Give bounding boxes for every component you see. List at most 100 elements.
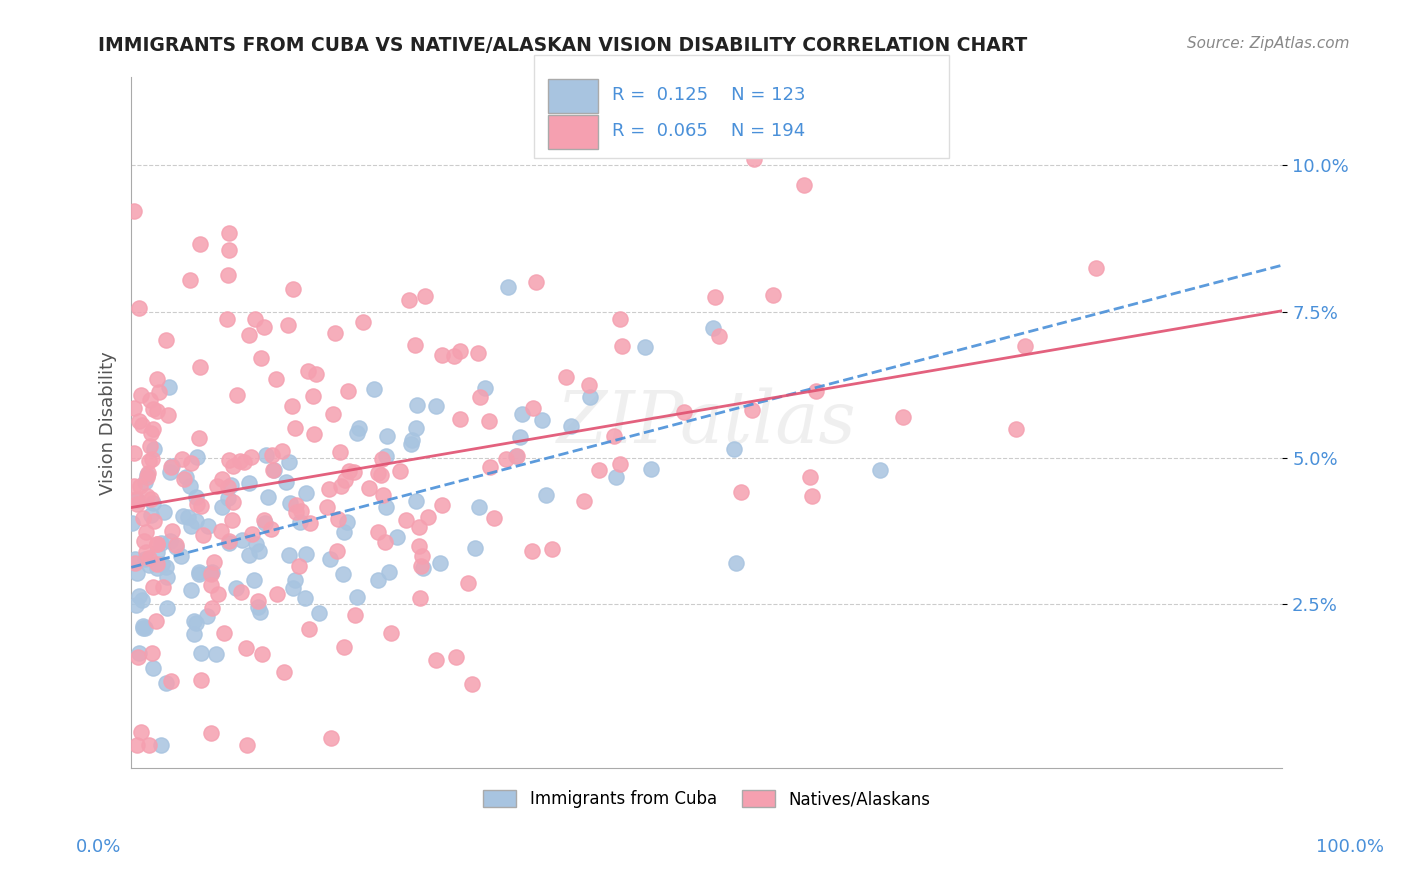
Point: [299, 516, 322, 530]
Point: [510, 407, 533, 421]
Point: [188, 431, 211, 445]
Point: [198, 566, 221, 580]
Point: [398, 293, 420, 307]
Point: [131, 619, 153, 633]
Point: [588, 463, 610, 477]
Point: [128, 479, 150, 493]
Point: [329, 444, 352, 458]
Point: [467, 500, 489, 514]
Point: [337, 384, 360, 399]
Point: [152, 580, 174, 594]
Point: [170, 549, 193, 563]
Point: [188, 567, 211, 582]
Point: [333, 473, 356, 487]
Point: [478, 414, 501, 428]
Point: [336, 516, 359, 530]
Point: [302, 427, 325, 442]
Point: [127, 566, 149, 580]
Point: [405, 398, 427, 412]
Point: [135, 545, 157, 559]
Point: [217, 480, 239, 494]
Point: [323, 326, 346, 340]
Point: [378, 565, 401, 579]
Point: [288, 515, 311, 529]
Point: [162, 458, 184, 473]
Point: [801, 489, 824, 503]
Point: [207, 587, 229, 601]
Point: [170, 451, 193, 466]
Point: [179, 273, 201, 287]
Point: [640, 461, 662, 475]
Point: [555, 370, 578, 384]
Point: [262, 463, 284, 477]
Point: [333, 525, 356, 540]
Point: [281, 581, 304, 595]
Point: [470, 390, 492, 404]
Point: [367, 573, 389, 587]
Point: [157, 380, 180, 394]
Point: [146, 545, 169, 559]
Point: [444, 649, 467, 664]
Point: [253, 320, 276, 334]
Point: [122, 446, 145, 460]
Point: [221, 513, 243, 527]
Point: [328, 512, 350, 526]
Point: [180, 456, 202, 470]
Point: [138, 439, 160, 453]
Point: [380, 626, 402, 640]
Point: [209, 524, 232, 539]
Point: [225, 582, 247, 596]
Point: [702, 321, 724, 335]
Point: [804, 384, 827, 398]
Point: [605, 470, 627, 484]
Point: [319, 731, 342, 745]
Point: [347, 420, 370, 434]
Point: [212, 626, 235, 640]
Point: [124, 556, 146, 570]
Point: [188, 237, 211, 252]
Point: [346, 425, 368, 440]
Point: [229, 453, 252, 467]
Point: [165, 538, 187, 552]
Point: [294, 591, 316, 606]
Point: [352, 315, 374, 329]
Point: [322, 407, 344, 421]
Point: [180, 583, 202, 598]
Point: [122, 401, 145, 416]
Point: [308, 606, 330, 620]
Point: [146, 557, 169, 571]
Point: [184, 490, 207, 504]
Point: [159, 465, 181, 479]
Point: [574, 494, 596, 508]
Point: [157, 408, 180, 422]
Point: [138, 392, 160, 407]
Point: [474, 381, 496, 395]
Point: [218, 243, 240, 257]
Point: [205, 479, 228, 493]
Point: [524, 276, 547, 290]
Point: [238, 327, 260, 342]
Point: [190, 499, 212, 513]
Point: [283, 282, 305, 296]
Point: [276, 475, 298, 489]
Point: [316, 500, 339, 514]
Point: [146, 561, 169, 575]
Text: 100.0%: 100.0%: [1316, 838, 1384, 855]
Point: [142, 514, 165, 528]
Point: [509, 430, 531, 444]
Point: [124, 551, 146, 566]
Point: [188, 360, 211, 375]
Point: [202, 556, 225, 570]
Point: [793, 178, 815, 193]
Point: [277, 454, 299, 468]
Point: [505, 449, 527, 463]
Point: [186, 450, 208, 464]
Point: [122, 204, 145, 219]
Point: [190, 673, 212, 688]
Point: [278, 496, 301, 510]
Point: [218, 534, 240, 549]
Point: [197, 518, 219, 533]
Point: [238, 476, 260, 491]
Point: [155, 333, 177, 347]
Point: [138, 454, 160, 468]
